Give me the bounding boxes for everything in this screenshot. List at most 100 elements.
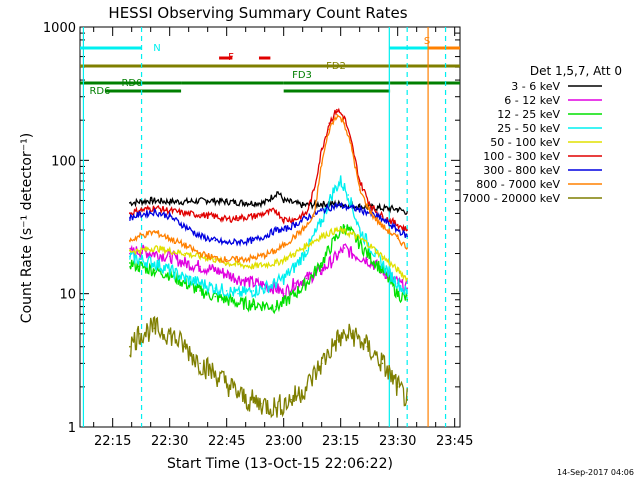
data-point xyxy=(358,180,361,182)
series-line xyxy=(129,315,408,419)
data-point xyxy=(294,223,296,226)
data-point xyxy=(252,265,255,268)
data-point xyxy=(128,255,131,258)
data-point xyxy=(301,204,304,207)
data-point xyxy=(263,235,266,237)
data-point xyxy=(313,189,315,191)
y-axis-label: Count Rate (s⁻¹ detector⁻¹) xyxy=(19,133,35,323)
data-point xyxy=(275,282,277,284)
data-point xyxy=(320,235,323,237)
data-point xyxy=(336,204,338,207)
data-point xyxy=(339,180,342,182)
data-point xyxy=(294,282,296,284)
data-point xyxy=(225,218,228,221)
data-point xyxy=(282,277,285,280)
data-point xyxy=(244,398,247,401)
data-point xyxy=(406,398,408,401)
data-point xyxy=(149,199,152,202)
data-point xyxy=(184,244,186,247)
data-point xyxy=(366,242,369,244)
data-point xyxy=(282,302,285,304)
data-point xyxy=(290,398,293,401)
data-point xyxy=(396,237,399,240)
data-point xyxy=(168,249,171,252)
data-point xyxy=(229,386,232,388)
data-point xyxy=(153,252,156,255)
x-tick-label: 23:00 xyxy=(265,434,302,449)
data-point xyxy=(381,255,384,258)
flag-label-s: S xyxy=(424,36,430,47)
data-point xyxy=(396,223,399,226)
data-point xyxy=(406,247,408,249)
data-point xyxy=(351,252,353,255)
data-point xyxy=(138,258,141,261)
y-tick-label: 1 xyxy=(68,421,76,436)
flag-label-n: N xyxy=(153,43,160,54)
data-point xyxy=(199,252,201,255)
series-line xyxy=(129,201,408,247)
series-9 xyxy=(128,315,408,419)
data-point xyxy=(199,282,201,284)
flag-label-fd2: FD2 xyxy=(326,61,346,72)
data-point xyxy=(275,209,277,212)
y-tick-label: 100 xyxy=(51,154,76,169)
data-point xyxy=(168,333,171,335)
data-point xyxy=(252,215,255,218)
data-point xyxy=(275,305,277,308)
data-point xyxy=(294,218,296,221)
series-line xyxy=(129,226,408,283)
data-point xyxy=(351,207,353,209)
data-point xyxy=(328,128,331,131)
data-point xyxy=(153,262,156,264)
y-tick-label: 10 xyxy=(59,288,76,303)
x-axis-label: Start Time (13-Oct-15 22:06:22) xyxy=(167,456,393,472)
data-point xyxy=(199,362,201,365)
data-point xyxy=(406,235,408,237)
data-point xyxy=(263,202,266,204)
data-point xyxy=(225,258,228,261)
data-point xyxy=(282,199,285,202)
data-point xyxy=(305,282,308,284)
data-point xyxy=(153,207,156,209)
data-point xyxy=(214,239,217,242)
data-point xyxy=(336,108,338,111)
x-tick-label: 23:30 xyxy=(379,434,416,449)
data-point xyxy=(336,235,338,237)
data-point xyxy=(282,292,285,295)
data-point xyxy=(332,191,334,193)
data-point xyxy=(275,229,277,231)
data-point xyxy=(138,214,141,216)
data-point xyxy=(294,252,296,255)
data-point xyxy=(237,263,239,266)
x-tick-label: 23:15 xyxy=(322,434,359,449)
series-line xyxy=(129,107,408,232)
data-point xyxy=(320,269,323,271)
series-7 xyxy=(128,201,408,247)
data-point xyxy=(184,277,186,280)
data-point xyxy=(252,239,255,242)
data-point xyxy=(358,189,361,191)
data-point xyxy=(184,262,186,264)
data-point xyxy=(168,269,171,271)
data-point xyxy=(199,265,201,268)
data-point xyxy=(168,215,171,218)
plot-area: 1 10 100 1000 22:15 22:30 22:45 23:00 23:15 23:30… xyxy=(43,21,474,449)
data-point xyxy=(396,229,399,231)
legend-label: 12 - 25 keV xyxy=(497,108,560,121)
data-point xyxy=(138,249,141,252)
data-point xyxy=(381,362,384,365)
data-point xyxy=(128,249,131,252)
data-point xyxy=(275,249,277,252)
data-point xyxy=(153,327,156,330)
data-point xyxy=(320,203,323,205)
data-point xyxy=(381,269,384,271)
data-point xyxy=(168,237,171,240)
data-point xyxy=(153,231,156,233)
data-point xyxy=(225,273,228,275)
data-point xyxy=(294,235,296,237)
data-point xyxy=(275,262,277,264)
data-point xyxy=(252,290,255,292)
data-point xyxy=(381,215,384,218)
data-point xyxy=(263,287,266,289)
